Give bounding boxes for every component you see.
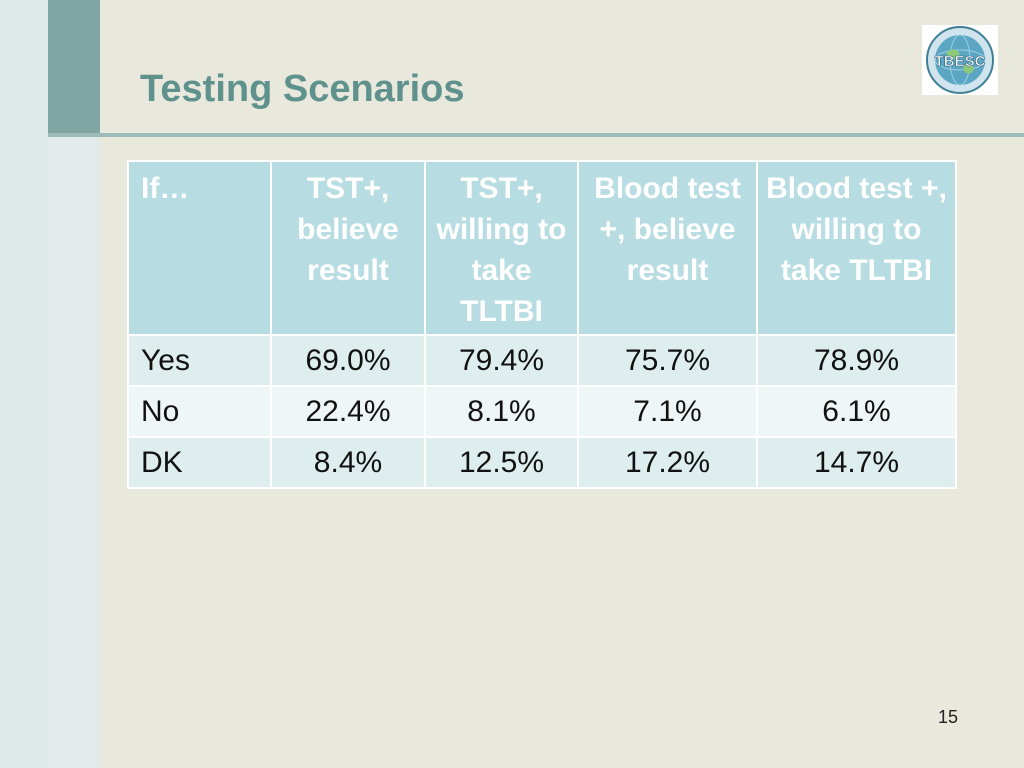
row-label: No bbox=[127, 385, 272, 438]
table-cell: 79.4% bbox=[424, 334, 579, 387]
globe-logo-icon: TBESC bbox=[926, 26, 994, 94]
table-cell: 22.4% bbox=[270, 385, 426, 438]
header-band bbox=[100, 0, 1024, 136]
table-cell: 12.5% bbox=[424, 436, 579, 489]
table-row: DK 8.4% 12.5% 17.2% 14.7% bbox=[127, 436, 957, 489]
testing-scenarios-table: If… TST+, believe result TST+, willing t… bbox=[127, 160, 957, 489]
column-header-blood-believe: Blood test +, believe result bbox=[577, 160, 758, 336]
left-accent-bar-header bbox=[48, 0, 100, 136]
left-margin-strip bbox=[0, 0, 48, 768]
column-header-tst-believe: TST+, believe result bbox=[270, 160, 426, 336]
column-header-blood-willing: Blood test +, willing to take TLTBI bbox=[756, 160, 957, 336]
table-cell: 6.1% bbox=[756, 385, 957, 438]
table-cell: 75.7% bbox=[577, 334, 758, 387]
table-header-row: If… TST+, believe result TST+, willing t… bbox=[127, 160, 957, 336]
table-cell: 69.0% bbox=[270, 334, 426, 387]
row-label: Yes bbox=[127, 334, 272, 387]
tbesc-logo: TBESC bbox=[922, 25, 998, 95]
table-cell: 7.1% bbox=[577, 385, 758, 438]
column-header-condition: If… bbox=[127, 160, 272, 336]
column-header-tst-willing: TST+, willing to take TLTBI bbox=[424, 160, 579, 336]
row-label: DK bbox=[127, 436, 272, 489]
table-cell: 78.9% bbox=[756, 334, 957, 387]
table-cell: 8.4% bbox=[270, 436, 426, 489]
table-row: No 22.4% 8.1% 7.1% 6.1% bbox=[127, 385, 957, 438]
table-cell: 8.1% bbox=[424, 385, 579, 438]
table-cell: 17.2% bbox=[577, 436, 758, 489]
slide-number: 15 bbox=[938, 707, 959, 727]
slide-title: Testing Scenarios bbox=[140, 68, 465, 110]
table-row: Yes 69.0% 79.4% 75.7% 78.9% bbox=[127, 334, 957, 387]
logo-text: TBESC bbox=[935, 53, 986, 70]
table-cell: 14.7% bbox=[756, 436, 957, 489]
header-divider bbox=[48, 133, 1024, 137]
